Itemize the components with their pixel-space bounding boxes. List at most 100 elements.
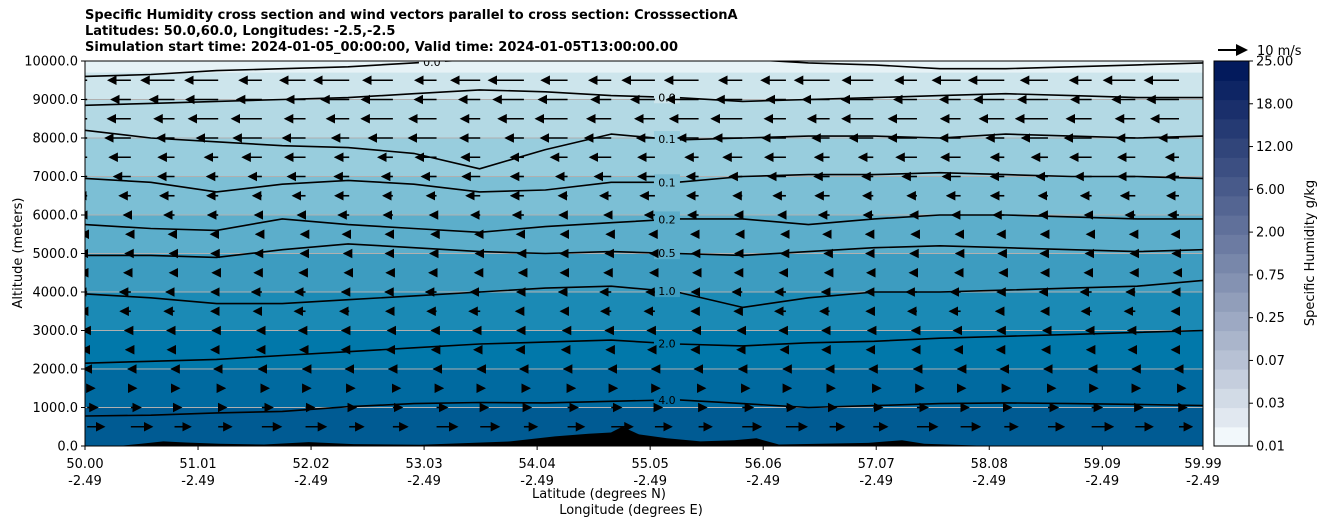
x-tick-label-lat: 58.08 bbox=[971, 457, 1008, 472]
x-tick-label-lat: 55.05 bbox=[632, 457, 669, 472]
y-tick-label: 10000.0 bbox=[24, 55, 78, 70]
contour-line bbox=[85, 329, 1203, 364]
x-tick-label-lat: 51.01 bbox=[179, 457, 216, 472]
y-tick-label: 8000.0 bbox=[33, 132, 79, 147]
x-axis: 50.00 -2.49 51.01 -2.49 52.02 -2.49 53.03 -2.49… bbox=[66, 446, 1222, 489]
wind-vectors bbox=[85, 75, 1194, 432]
contour-label: 0.0 bbox=[658, 91, 676, 104]
colorbar-segment bbox=[1214, 292, 1249, 312]
colorbar-tick-label: 6.00 bbox=[1256, 183, 1285, 198]
x-tick-label-lon: -2.49 bbox=[294, 474, 328, 489]
contour-label-bg bbox=[653, 174, 680, 189]
y-tick-label: 1000.0 bbox=[33, 401, 79, 416]
y-tick-label: 6000.0 bbox=[33, 209, 79, 224]
x-tick-label-lon: -2.49 bbox=[746, 474, 780, 489]
contour-label-bg bbox=[418, 61, 445, 68]
colorbar-segment bbox=[1214, 272, 1249, 293]
y-tick-label: 3000.0 bbox=[33, 324, 79, 339]
contour-line bbox=[85, 279, 1203, 309]
contour-line bbox=[85, 243, 1203, 259]
contour-label: 4.0 bbox=[658, 394, 676, 407]
y-tick-label: 4000.0 bbox=[33, 286, 79, 301]
x-tick-label-lat: 50.00 bbox=[66, 457, 103, 472]
humidity-band bbox=[85, 369, 1203, 408]
x-axis-label-lon: Longitude (degrees E) bbox=[559, 503, 703, 518]
contour-label-bg bbox=[653, 335, 680, 350]
wind-reference-label: 10 m/s bbox=[1257, 44, 1302, 59]
contour-label: 0.1 bbox=[658, 133, 676, 146]
x-tick-label-lon: -2.49 bbox=[407, 474, 441, 489]
colorbar-frame bbox=[1213, 60, 1250, 447]
colorbar-tick-label: 2.00 bbox=[1256, 226, 1285, 241]
contour-label: 2.0 bbox=[658, 337, 676, 350]
y-axis-label: Altitude (meters) bbox=[11, 198, 26, 309]
x-tick-label-lat: 52.02 bbox=[292, 457, 329, 472]
y-tick-label: 7000.0 bbox=[33, 170, 79, 185]
contour-line bbox=[85, 171, 1203, 193]
x-tick-label-lon: -2.49 bbox=[633, 474, 667, 489]
y-tick-label: 9000.0 bbox=[33, 93, 79, 108]
colorbar-tick-label: 0.03 bbox=[1256, 397, 1285, 412]
x-tick-label-lon: -2.49 bbox=[859, 474, 893, 489]
colorbar-segment bbox=[1214, 234, 1249, 255]
y-tick-label: 0.0 bbox=[57, 440, 78, 455]
colorbar-segment bbox=[1214, 99, 1249, 120]
colorbar: 0.01 0.03 0.07 0.25 0.75 2.00 6.00 12.00 18.00 25… bbox=[1213, 55, 1293, 455]
humidity-band bbox=[85, 253, 1203, 292]
colorbar-tick-label: 0.07 bbox=[1256, 354, 1285, 369]
contour-label-bg bbox=[653, 211, 680, 226]
colorbar-tick-label: 25.00 bbox=[1256, 55, 1293, 70]
humidity-band bbox=[85, 72, 1203, 100]
humidity-band bbox=[85, 61, 1203, 73]
colorbar-segment bbox=[1214, 215, 1249, 235]
x-tick-label-lon: -2.49 bbox=[68, 474, 102, 489]
colorbar-label: Specific Humidity g/kg bbox=[1303, 180, 1318, 326]
colorbar-segment bbox=[1214, 407, 1249, 428]
wind-reference-key: 10 m/s bbox=[1218, 44, 1302, 59]
colorbar-tick-label: 0.01 bbox=[1256, 440, 1285, 455]
colorbar-segment bbox=[1214, 118, 1249, 139]
colorbar-segment bbox=[1214, 253, 1249, 274]
humidity-band bbox=[85, 330, 1203, 369]
colorbar-tick-label: 12.00 bbox=[1256, 140, 1293, 155]
contour-label: 1.0 bbox=[658, 285, 676, 298]
x-axis-label-lat: Latitude (degrees N) bbox=[532, 487, 666, 502]
contour-line bbox=[85, 89, 1203, 107]
x-tick-label-lat: 53.03 bbox=[405, 457, 442, 472]
humidity-contours: 4.0 2.0 1.0 0.5 0.2 0.1 0.1 0.0 0.0 bbox=[85, 56, 1203, 417]
title-line-2: Latitudes: 50.0,60.0, Longitudes: -2.5,-… bbox=[85, 24, 396, 39]
y-axis: 0.0 1000.0 2000.0 3000.0 4000.0 5000.0 6000.0 7… bbox=[24, 55, 85, 455]
contour-label: 0.5 bbox=[658, 247, 676, 260]
contour-line bbox=[85, 61, 1203, 78]
colorbar-segment bbox=[1214, 369, 1249, 389]
colorbar-segment bbox=[1214, 195, 1249, 216]
colorbar-segment bbox=[1214, 176, 1249, 197]
x-tick-label-lat: 57.07 bbox=[858, 457, 895, 472]
humidity-band bbox=[85, 292, 1203, 331]
contour-label: 0.1 bbox=[658, 176, 676, 189]
colorbar-tick-label: 0.75 bbox=[1256, 268, 1285, 283]
x-tick-label-lon: -2.49 bbox=[972, 474, 1006, 489]
colorbar-tick-label: 18.00 bbox=[1256, 97, 1293, 112]
colorbar-tick-label: 0.25 bbox=[1256, 311, 1285, 326]
contour-label-bg bbox=[653, 245, 680, 260]
colorbar-segment bbox=[1214, 311, 1249, 332]
x-tick-label-lon: -2.49 bbox=[520, 474, 554, 489]
terrain bbox=[118, 426, 992, 446]
colorbar-segment bbox=[1214, 157, 1249, 178]
chart-title: Specific Humidity cross section and wind… bbox=[85, 8, 738, 56]
colorbar-segment bbox=[1214, 80, 1249, 101]
x-tick-label-lon: -2.49 bbox=[1186, 474, 1220, 489]
title-line-3: Simulation start time: 2024-01-05_00:00:… bbox=[85, 40, 678, 55]
contour-label: 0.2 bbox=[658, 213, 676, 226]
colorbar-segment bbox=[1214, 61, 1249, 81]
contour-label-bg bbox=[653, 131, 680, 146]
x-tick-label-lat: 59.09 bbox=[1084, 457, 1121, 472]
contour-label: 0.0 bbox=[423, 56, 441, 69]
contour-label-bg bbox=[653, 392, 680, 407]
y-tick-label: 5000.0 bbox=[33, 247, 79, 262]
colorbar-segment bbox=[1214, 426, 1249, 447]
x-tick-label-lat: 59.99 bbox=[1184, 457, 1221, 472]
x-tick-label-lon: -2.49 bbox=[181, 474, 215, 489]
